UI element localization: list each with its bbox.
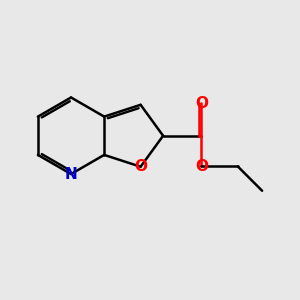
Text: O: O bbox=[195, 96, 208, 111]
Text: N: N bbox=[65, 167, 77, 182]
Text: O: O bbox=[134, 159, 147, 174]
Text: O: O bbox=[195, 159, 208, 174]
